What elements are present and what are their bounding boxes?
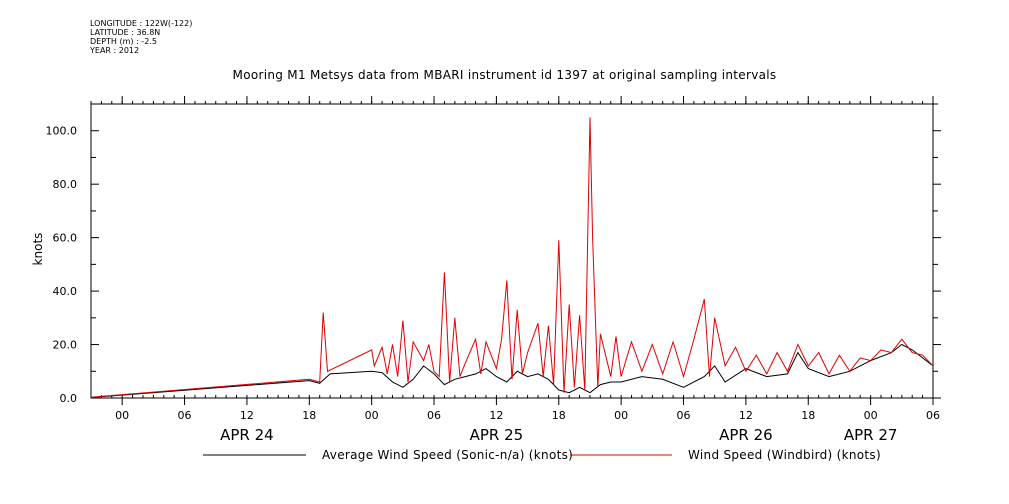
x-tick-label: 06: [178, 409, 192, 422]
y-tick-label: 40.0: [53, 285, 78, 298]
x-tick-label: 18: [302, 409, 316, 422]
latitude-label: LATITUDE : 36.8N: [90, 28, 161, 37]
axes-group: 00 06 12 18 00 06 12 18 00 06 12 18 00 06 APR 24 APR 25…: [31, 96, 941, 444]
depth-label: DEPTH (m) : -2.5: [90, 37, 157, 46]
x-tick-label: 12: [739, 409, 753, 422]
metadata-block: LONGITUDE : 122W(-122) LATITUDE : 36.8N …: [90, 19, 192, 55]
x-tick-label: 00: [115, 409, 129, 422]
x-tick-label: 00: [365, 409, 379, 422]
y-tick-label: 60.0: [53, 232, 78, 245]
day-label: APR 24: [220, 426, 274, 444]
series-average-wind-speed: [90, 343, 934, 398]
x-tick-label: 18: [552, 409, 566, 422]
x-tick-label: 06: [926, 409, 940, 422]
plot-group: [90, 117, 934, 398]
longitude-label: LONGITUDE : 122W(-122): [90, 19, 193, 28]
legend-group: Average Wind Speed (Sonic-n/a) (knots) Wi…: [203, 448, 881, 462]
x-tick-label: 18: [801, 409, 815, 422]
series-windbird-wind-speed: [90, 117, 934, 398]
y-tick-label: 100.0: [46, 125, 78, 138]
year-label: YEAR : 2012: [90, 46, 140, 55]
x-tick-label: 06: [427, 409, 441, 422]
day-label: APR 26: [719, 426, 773, 444]
day-label: APR 25: [470, 426, 524, 444]
chart-title: Mooring M1 Metsys data from MBARI instru…: [232, 68, 777, 82]
y-axis-label: knots: [31, 233, 45, 266]
x-tick-label: 00: [864, 409, 878, 422]
legend-label-average: Average Wind Speed (Sonic-n/a) (knots): [322, 448, 573, 462]
x-tick-label: 00: [614, 409, 628, 422]
day-label: APR 27: [844, 426, 898, 444]
y-tick-label: 20.0: [53, 339, 78, 352]
legend-label-windbird: Wind Speed (Windbird) (knots): [688, 448, 881, 462]
x-tick-label: 06: [677, 409, 691, 422]
y-tick-label: 0.0: [60, 392, 78, 405]
y-tick-label: 80.0: [53, 178, 78, 191]
plot-frame: [90, 103, 934, 399]
x-tick-label: 12: [489, 409, 503, 422]
x-tick-label: 12: [240, 409, 254, 422]
